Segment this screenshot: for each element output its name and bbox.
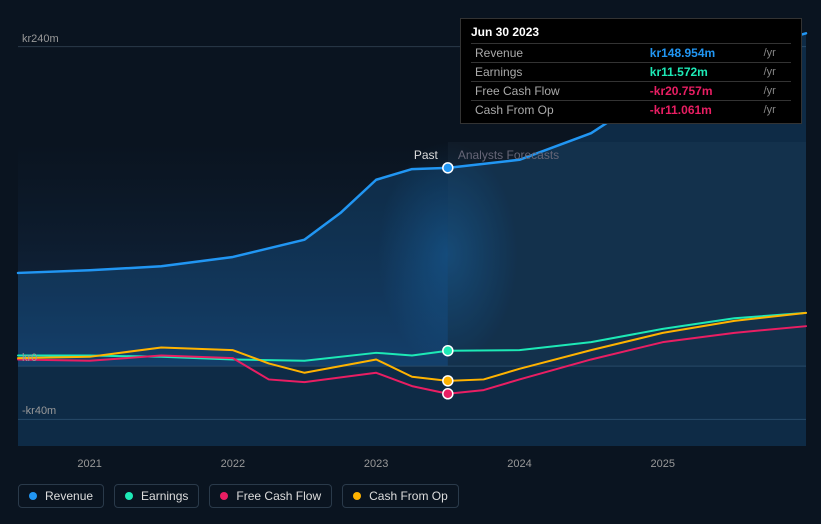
tooltip-row-value: -kr20.757m — [646, 82, 760, 101]
legend-item-revenue[interactable]: Revenue — [18, 484, 104, 508]
hover-marker-cfo — [443, 376, 453, 386]
tooltip-row-value: kr11.572m — [646, 63, 760, 82]
tooltip-row-label: Revenue — [471, 44, 646, 63]
tooltip-date: Jun 30 2023 — [471, 25, 791, 43]
hover-marker-revenue — [443, 163, 453, 173]
legend-item-fcf[interactable]: Free Cash Flow — [209, 484, 332, 508]
y-tick-label: kr0 — [22, 352, 37, 364]
legend-label: Free Cash Flow — [236, 489, 321, 503]
hover-marker-fcf — [443, 389, 453, 399]
past-label: Past — [414, 148, 438, 162]
tooltip-row-label: Earnings — [471, 63, 646, 82]
financials-chart: kr240m kr0 -kr40m 2021 2022 2023 2024 2025 Pas… — [0, 0, 821, 524]
tooltip-row-label: Free Cash Flow — [471, 82, 646, 101]
tooltip-row-label: Cash From Op — [471, 101, 646, 120]
tooltip-row-unit: /yr — [760, 44, 791, 63]
legend-label: Revenue — [45, 489, 93, 503]
legend-dot — [220, 492, 228, 500]
tooltip-row: Earningskr11.572m/yr — [471, 63, 791, 82]
legend-label: Cash From Op — [369, 489, 448, 503]
legend-item-cfo[interactable]: Cash From Op — [342, 484, 459, 508]
hover-marker-earnings — [443, 346, 453, 356]
forecast-label: Analysts Forecasts — [458, 148, 559, 162]
hover-tooltip: Jun 30 2023 Revenuekr148.954m/yrEarnings… — [460, 18, 802, 124]
tooltip-row: Revenuekr148.954m/yr — [471, 44, 791, 63]
legend-item-earnings[interactable]: Earnings — [114, 484, 199, 508]
x-tick-label: 2024 — [507, 458, 531, 470]
tooltip-row-unit: /yr — [760, 63, 791, 82]
legend-dot — [29, 492, 37, 500]
x-tick-label: 2025 — [650, 458, 674, 470]
legend-dot — [353, 492, 361, 500]
x-tick-label: 2022 — [221, 458, 245, 470]
x-tick-label: 2021 — [77, 458, 101, 470]
legend-dot — [125, 492, 133, 500]
y-tick-label: -kr40m — [22, 405, 56, 417]
tooltip-row-value: -kr11.061m — [646, 101, 760, 120]
tooltip-row-value: kr148.954m — [646, 44, 760, 63]
y-tick-label: kr240m — [22, 33, 59, 45]
tooltip-row: Cash From Op-kr11.061m/yr — [471, 101, 791, 120]
tooltip-row: Free Cash Flow-kr20.757m/yr — [471, 82, 791, 101]
legend: Revenue Earnings Free Cash Flow Cash From O… — [18, 484, 459, 508]
tooltip-row-unit: /yr — [760, 101, 791, 120]
x-tick-label: 2023 — [364, 458, 388, 470]
legend-label: Earnings — [141, 489, 188, 503]
tooltip-row-unit: /yr — [760, 82, 791, 101]
